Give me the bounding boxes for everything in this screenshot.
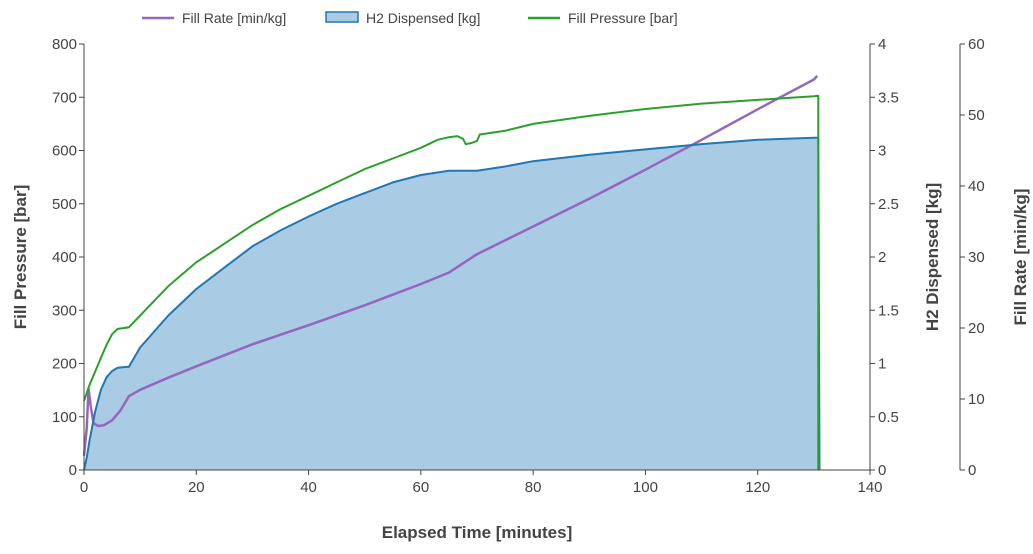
area-layer bbox=[84, 137, 820, 470]
x-tick-label: 40 bbox=[300, 479, 317, 496]
y-right-tick-label: 0.5 bbox=[878, 409, 899, 426]
series-area-h2-dispensed-kg bbox=[84, 137, 820, 470]
ticks-layer: 0 20 40 60 80 100 120 1400100200300400500600700… bbox=[52, 36, 985, 496]
y-outer-tick-label: 40 bbox=[968, 178, 985, 195]
y-outer-tick-label: 50 bbox=[968, 107, 985, 124]
y-left-tick-label: 200 bbox=[52, 356, 77, 373]
y-axis-right-title: H2 Dispensed [kg] bbox=[923, 183, 942, 331]
y-left-tick-label: 0 bbox=[69, 462, 77, 479]
legend-item[interactable]: Fill Rate [min/kg] bbox=[142, 10, 286, 26]
y-outer-tick-label: 0 bbox=[968, 462, 976, 479]
y-right-tick-label: 3 bbox=[878, 143, 886, 160]
legend-label: Fill Pressure [bar] bbox=[568, 10, 678, 26]
y-axis-outer-title: Fill Rate [min/kg] bbox=[1011, 189, 1030, 326]
legend-item[interactable]: Fill Pressure [bar] bbox=[528, 10, 678, 26]
y-left-tick-label: 100 bbox=[52, 409, 77, 426]
y-axis-left-title: Fill Pressure [bar] bbox=[11, 185, 30, 330]
legend-item[interactable]: H2 Dispensed [kg] bbox=[325, 10, 480, 26]
y-left-tick-label: 800 bbox=[52, 36, 77, 53]
legend: Fill Rate [min/kg] H2 Dispensed [kg] Fill … bbox=[142, 10, 678, 26]
x-tick-label: 0 bbox=[80, 479, 88, 496]
y-right-tick-label: 0 bbox=[878, 462, 886, 479]
y-left-tick-label: 700 bbox=[52, 89, 77, 106]
series-line-fill-pressure-bar bbox=[83, 94, 820, 470]
y-outer-tick-label: 30 bbox=[968, 249, 985, 266]
y-left-tick-label: 300 bbox=[52, 302, 77, 319]
x-axis-title: Elapsed Time [minutes] bbox=[382, 523, 573, 542]
y-right-tick-label: 4 bbox=[878, 36, 886, 53]
y-right-tick-label: 2.5 bbox=[878, 196, 899, 213]
x-tick-label: 60 bbox=[413, 479, 430, 496]
x-tick-label: 140 bbox=[857, 479, 882, 496]
series-line-h2-dispensed-kg bbox=[83, 136, 821, 471]
x-tick-label: 20 bbox=[188, 479, 205, 496]
y-left-tick-label: 400 bbox=[52, 249, 77, 266]
x-tick-label: 100 bbox=[633, 479, 658, 496]
legend-label: Fill Rate [min/kg] bbox=[182, 10, 286, 26]
legend-label: H2 Dispensed [kg] bbox=[366, 10, 480, 26]
series-line-fill-rate-min-kg bbox=[82, 75, 819, 456]
y-right-tick-label: 1.5 bbox=[878, 302, 899, 319]
y-outer-tick-label: 10 bbox=[968, 391, 985, 408]
line-layer bbox=[82, 75, 821, 471]
y-right-tick-label: 2 bbox=[878, 249, 886, 266]
y-left-tick-label: 500 bbox=[52, 196, 77, 213]
y-left-tick-label: 600 bbox=[52, 143, 77, 160]
y-outer-tick-label: 20 bbox=[968, 320, 985, 337]
x-tick-label: 120 bbox=[745, 479, 770, 496]
legend-swatch bbox=[325, 11, 359, 23]
x-tick-label: 80 bbox=[525, 479, 542, 496]
y-right-tick-label: 3.5 bbox=[878, 89, 899, 106]
y-outer-tick-label: 60 bbox=[968, 36, 985, 53]
y-right-tick-label: 1 bbox=[878, 356, 886, 373]
